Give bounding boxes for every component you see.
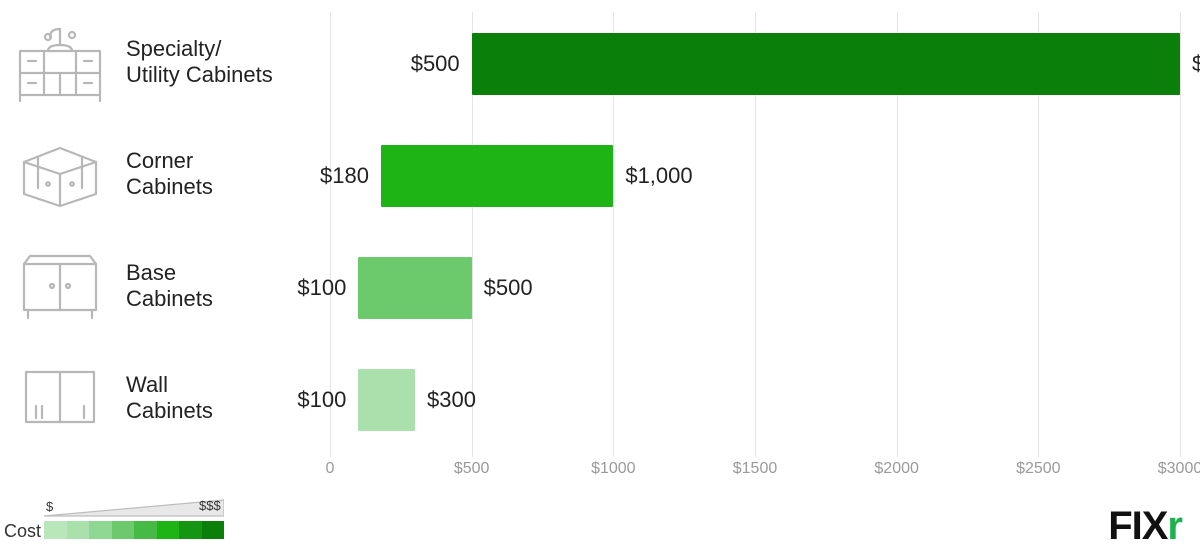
fixr-logo: FIXr [1108, 504, 1182, 549]
legend-label: Cost [4, 521, 41, 542]
row-label: Specialty/ Utility Cabinets [120, 36, 290, 89]
row-label: Corner Cabinets [120, 148, 290, 201]
label-line2: Cabinets [126, 174, 213, 199]
legend-high-symbol: $$$ [199, 498, 221, 513]
row-wall: Wall Cabinets [0, 348, 1200, 448]
logo-accent: r [1167, 504, 1182, 548]
x-axis-ticks: 0$500$1000$1500$2000$2500$3000 [330, 460, 1180, 484]
wall-cabinet-icon [0, 348, 120, 448]
legend-swatch [44, 521, 67, 539]
label-line1: Specialty/ [126, 36, 221, 61]
label-line1: Wall [126, 372, 168, 397]
x-tick: $2500 [1016, 460, 1061, 478]
row-label: Wall Cabinets [120, 372, 290, 425]
legend-low-symbol: $ [46, 499, 53, 514]
row-specialty-utility: Specialty/ Utility Cabinets [0, 12, 1200, 112]
row-corner: Corner Cabinets [0, 124, 1200, 224]
label-line2: Cabinets [126, 286, 213, 311]
label-line1: Base [126, 260, 176, 285]
corner-cabinet-icon [0, 124, 120, 224]
label-line2: Utility Cabinets [126, 62, 273, 87]
label-line1: Corner [126, 148, 193, 173]
row-label: Base Cabinets [120, 260, 290, 313]
legend-swatch [179, 521, 202, 539]
x-tick: $2000 [874, 460, 919, 478]
specialty-cabinet-icon [0, 12, 120, 112]
legend-swatch [202, 521, 225, 539]
x-tick: $1000 [591, 460, 636, 478]
legend-gradient-triangle [44, 499, 224, 517]
cabinet-cost-chart: $500$3,000$180$1,000$100$500$100$300 [0, 12, 1200, 472]
x-tick: 0 [326, 460, 335, 478]
legend-swatch [134, 521, 157, 539]
x-tick: $3000 [1158, 460, 1200, 478]
row-base: Base Cabinets [0, 236, 1200, 336]
x-tick: $1500 [733, 460, 778, 478]
cost-legend: $ $$$ Cost [4, 499, 244, 549]
legend-swatch [67, 521, 90, 539]
logo-main: FIX [1108, 504, 1167, 548]
x-tick: $500 [454, 460, 490, 478]
legend-swatch [157, 521, 180, 539]
legend-swatch [89, 521, 112, 539]
legend-swatch [112, 521, 135, 539]
triangle-shape [44, 500, 224, 516]
label-line2: Cabinets [126, 398, 213, 423]
base-cabinet-icon [0, 236, 120, 336]
legend-swatches [44, 521, 224, 539]
